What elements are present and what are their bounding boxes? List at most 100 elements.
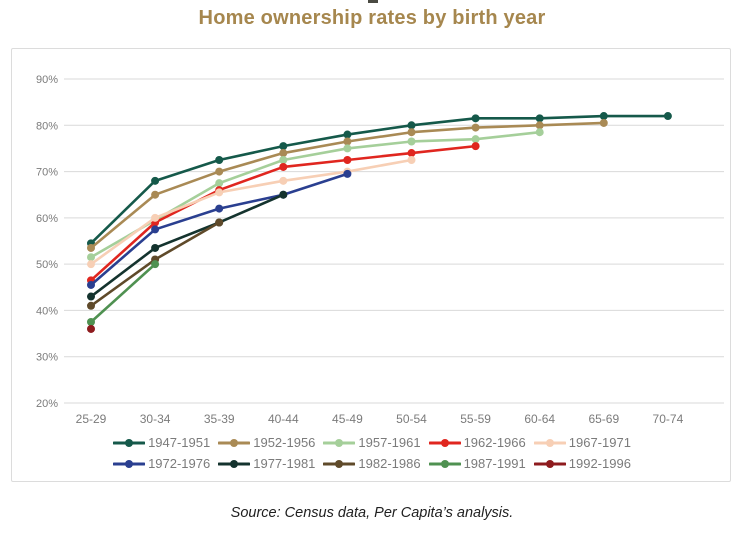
legend-dot: [125, 438, 134, 447]
series-marker-1982-1986: [87, 301, 95, 310]
series-marker-1957-1961: [87, 253, 95, 262]
legend-label: 1947-1951: [148, 435, 211, 450]
legend-dot: [440, 438, 449, 447]
series-marker-1952-1956: [279, 149, 288, 158]
series-marker-1967-1971: [407, 156, 416, 164]
series-marker-1952-1956: [343, 137, 352, 146]
legend-item-1977-1981: 1977-1981: [218, 456, 315, 471]
legend-label: 1957-1961: [358, 435, 421, 450]
x-axis-tick-label: 60-64: [524, 412, 555, 425]
series-marker-1962-1966: [471, 142, 480, 151]
series-marker-1962-1966: [407, 149, 416, 158]
chart-title: Home ownership rates by birth year: [198, 7, 546, 29]
series-marker-1952-1956: [87, 243, 95, 252]
y-axis-tick-label: 30%: [36, 352, 58, 364]
series-marker-1977-1981: [151, 243, 160, 252]
x-axis-tick-label: 55-59: [460, 412, 491, 425]
series-marker-1952-1956: [471, 123, 480, 132]
series-marker-1972-1976: [215, 204, 224, 213]
series-marker-1947-1951: [471, 114, 480, 123]
series-marker-1957-1961: [407, 137, 416, 146]
series-marker-1957-1961: [279, 156, 288, 164]
series-marker-1972-1976: [151, 225, 160, 234]
legend-marker-icon: [533, 459, 566, 468]
legend-marker-icon: [113, 459, 146, 468]
series-line-1977-1981: [89, 193, 285, 298]
series-marker-1977-1981: [279, 190, 288, 199]
legend-item-1947-1951: 1947-1951: [113, 435, 210, 450]
y-axis-tick-label: 20%: [36, 398, 58, 410]
series-marker-1952-1956: [535, 121, 544, 130]
x-axis-tick-label: 50-54: [396, 412, 427, 425]
series-marker-1972-1976: [343, 169, 352, 178]
legend-dot: [335, 459, 344, 468]
series-marker-1962-1966: [279, 162, 288, 171]
x-axis-tick-label: 65-69: [588, 412, 619, 425]
series-marker-1952-1956: [599, 118, 608, 127]
legend-marker-icon: [218, 438, 251, 447]
legend-dot: [230, 438, 239, 447]
series-marker-1947-1951: [151, 176, 160, 185]
series-marker-1967-1971: [87, 260, 95, 269]
legend-dot: [230, 459, 239, 468]
series-marker-1947-1951: [407, 121, 416, 130]
legend-item-1962-1966: 1962-1966: [428, 435, 526, 450]
legend-marker-icon: [323, 459, 356, 468]
series-line-1947-1951: [89, 114, 670, 245]
legend-dot: [125, 459, 134, 468]
y-axis-tick-label: 50%: [36, 259, 58, 271]
series-marker-1947-1951: [343, 130, 352, 139]
series-marker-1952-1956: [407, 128, 416, 137]
legend-label: 1962-1966: [463, 435, 526, 450]
series-marker-1957-1961: [215, 179, 224, 188]
legend-marker-icon: [218, 459, 251, 468]
legend-marker-icon: [428, 438, 461, 447]
y-axis-tick-label: 90%: [36, 74, 58, 86]
chart-legend: 1947-1951 1952-1956 1957-1961 1962-1966 1967…: [12, 435, 732, 471]
legend-item-1957-1961: 1957-1961: [323, 435, 421, 450]
series-marker-1952-1956: [215, 167, 224, 176]
x-axis-tick-label: 70-74: [653, 412, 684, 425]
series-marker-1967-1971: [151, 213, 160, 222]
legend-item-1992-1996: 1992-1996: [533, 456, 631, 471]
series-marker-1992-1996: [87, 324, 95, 333]
legend-dot: [440, 459, 449, 468]
series-marker-1947-1951: [279, 142, 288, 151]
series-marker-1962-1966: [343, 156, 352, 164]
series-marker-1972-1976: [87, 280, 95, 289]
series-marker-1982-1986: [215, 218, 224, 227]
x-axis-tick-label: 30-34: [140, 412, 171, 425]
legend-marker-icon: [533, 438, 566, 447]
y-axis-tick-label: 60%: [36, 213, 58, 225]
series-marker-1957-1961: [535, 128, 544, 137]
legend-dot: [545, 438, 554, 447]
x-axis-tick-label: 45-49: [332, 412, 363, 425]
legend-label: 1967-1971: [568, 435, 631, 450]
legend-row: 1947-1951 1952-1956 1957-1961 1962-1966 1967…: [113, 435, 631, 450]
plot-svg: 20% 30% 40% 50% 60% 70% 80% 90% 25-29 30-34 35-39 4…: [36, 74, 724, 426]
legend-label: 1982-1986: [358, 456, 421, 471]
y-axis-tick-label: 70%: [36, 167, 58, 179]
legend-item-1967-1971: 1967-1971: [533, 435, 631, 450]
legend-marker-icon: [113, 438, 146, 447]
series-marker-1947-1951: [663, 112, 672, 121]
x-axis-tick-label: 25-29: [76, 412, 107, 425]
series-line-1987-1991: [89, 262, 157, 324]
legend-label: 1992-1996: [568, 456, 631, 471]
legend-dot: [545, 459, 554, 468]
y-axis-tick-label: 80%: [36, 120, 58, 132]
series-marker-1952-1956: [151, 190, 160, 199]
series-marker-1987-1991: [87, 318, 95, 326]
cropped-text-artifact: [368, 0, 378, 3]
legend-item-1972-1976: 1972-1976: [113, 456, 210, 471]
series-marker-1947-1951: [215, 156, 224, 164]
series-marker-1957-1961: [343, 144, 352, 153]
y-axis-tick-label: 40%: [36, 305, 58, 317]
legend-label: 1987-1991: [463, 456, 526, 471]
x-axis-tick-label: 40-44: [268, 412, 299, 425]
legend-item-1952-1956: 1952-1956: [218, 435, 315, 450]
series-marker-1947-1951: [535, 114, 544, 123]
line-chart-plot: 20% 30% 40% 50% 60% 70% 80% 90% 25-29 30-34 35-39 4…: [12, 53, 732, 430]
legend-marker-icon: [323, 438, 356, 447]
chart-card: 20% 30% 40% 50% 60% 70% 80% 90% 25-29 30-34 35-39 4…: [11, 48, 731, 482]
